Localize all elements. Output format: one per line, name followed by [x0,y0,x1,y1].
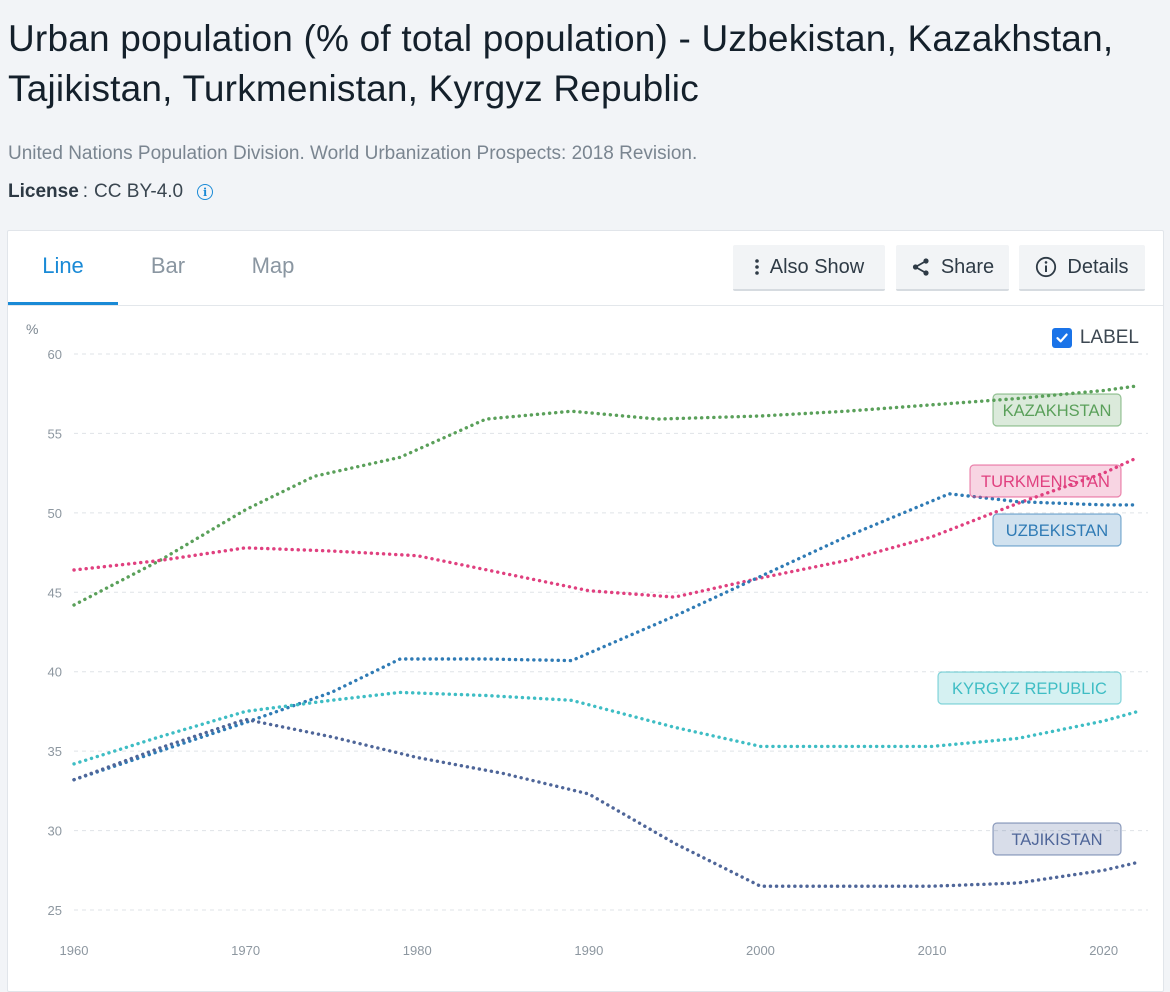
series-label-kazakhstan: KAZAKHSTAN [1003,402,1112,420]
series-label-box-uzbekistan [992,513,1122,547]
series-label-box-turkmenistan [969,464,1122,498]
label-checkbox[interactable] [1051,328,1072,348]
source-text: United Nations Population Division. Worl… [8,143,698,164]
series-line-tajikistan [72,717,1140,888]
y-tick-label: 25 [48,903,62,918]
checkmark-icon [1056,333,1068,343]
license-info-icon[interactable]: i [197,184,214,200]
y-tick-label: 35 [48,744,62,759]
x-tick-label: 1970 [231,943,260,958]
series-label-box-tajikistan [992,822,1122,856]
chart-area: % 60 55 50 45 40 35 30 25 1960 1970 1980 1990 2000 201… [8,305,1163,985]
license-label: License [8,181,79,202]
series-label-uzbekistan: UZBEKISTAN [1006,522,1108,540]
tab-line[interactable]: Line [8,231,118,305]
also-show-label: Also Show [769,255,865,278]
y-axis-unit-label: % [26,321,38,337]
y-tick-label: 30 [48,824,62,839]
chart-card: Line Bar Map Also Show Share Details [7,230,1164,992]
series-label-turkmenistan: TURKMENISTAN [981,473,1110,491]
x-tick-label: 2020 [1089,943,1118,958]
label-toggle[interactable]: LABEL [1051,327,1139,349]
y-tick-label: 50 [48,506,62,521]
license-separator: : [82,181,89,202]
share-button[interactable]: Share [896,245,1009,291]
series-line-kyrgyz [72,690,1140,766]
more-vertical-icon [754,259,759,275]
series-label-box-kazakhstan [992,393,1122,427]
y-tick-label: 55 [48,426,62,441]
x-tick-label: 2010 [918,943,947,958]
series-label-kyrgyz: KYRGYZ REPUBLIC [952,680,1107,698]
license-value: CC BY-4.0 [94,181,184,202]
chart-tabs: Line Bar Map Also Show Share Details [8,231,1163,306]
tab-bar[interactable]: Bar [150,253,186,278]
info-icon [1036,256,1057,278]
label-toggle-text: LABEL [1079,327,1139,348]
also-show-button[interactable]: Also Show [733,245,885,291]
share-icon [912,258,929,276]
license-line: License : CC BY-4.0 i [8,181,214,203]
details-button[interactable]: Details [1019,245,1145,291]
x-tick-label: 1960 [60,943,89,958]
x-tick-label: 1990 [574,943,603,958]
tab-map[interactable]: Map [251,253,295,278]
share-label: Share [940,255,995,278]
y-tick-label: 40 [48,665,62,680]
series-label-box-kyrgyz [937,671,1122,705]
line-chart: % 60 55 50 45 40 35 30 25 1960 1970 1980 1990 2000 201… [26,321,1148,958]
series-line-uzbekistan [72,492,1140,782]
series-line-turkmenistan [72,455,1140,599]
y-tick-label: 60 [48,347,62,362]
y-tick-label: 45 [48,585,62,600]
details-label: Details [1067,255,1129,278]
page-title: Urban population (% of total population)… [8,18,1114,109]
x-tick-label: 1980 [403,943,432,958]
series-line-kazakhstan [72,384,1140,607]
x-tick-label: 2000 [746,943,775,958]
series-label-tajikistan: TAJIKISTAN [1011,831,1102,849]
